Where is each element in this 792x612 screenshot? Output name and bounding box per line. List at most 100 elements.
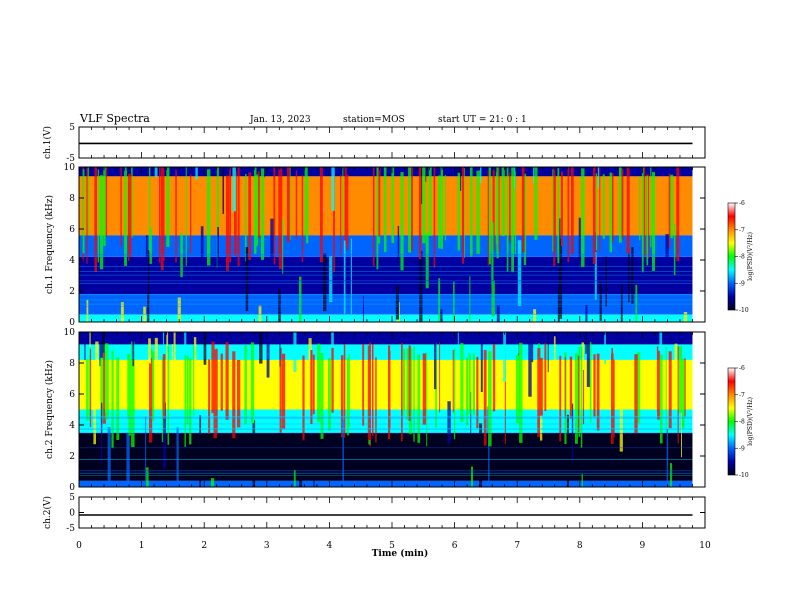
ch2-spectrogram-streak (342, 419, 344, 487)
ch2-spectrogram-streak (569, 356, 573, 419)
ch2-spectrogram-streak (453, 348, 456, 440)
ch2-spectrogram-streak (401, 342, 403, 442)
ch1-spectrogram-streak (383, 167, 387, 253)
ch1-spectrogram-streak (120, 167, 122, 247)
ch2-spectrogram-streak (186, 356, 189, 425)
ch2-spectrogram-band (79, 359, 693, 410)
ch2-spectrogram-streak (434, 342, 437, 390)
ch2-spectrogram-streak (266, 340, 270, 378)
ch1-spectrogram-streak (86, 168, 88, 264)
ch2-spectrogram-streak (116, 357, 120, 440)
ch1-spectrogram-streak (491, 222, 494, 285)
ch2-spectrogram-ylabel: ch.2 Frequency (kHz) (44, 360, 55, 459)
ch1-spectrogram-streak (149, 227, 152, 264)
ch1-spectrogram-streak (82, 169, 85, 254)
ch2-spectrogram-streak (310, 350, 313, 424)
ch1-spectrogram-streak (652, 172, 655, 271)
ch2-spectrogram-streak (559, 355, 562, 442)
colorbar-ch1: -6 -7 -8 -9 -10 log(PSD)(V²/Hz) (727, 200, 754, 314)
ch2-spectrogram-streak (634, 354, 638, 434)
colorbar-ch2: -6 -7 -8 -9 -10 log(PSD)(V²/Hz) (727, 365, 754, 479)
ch1-spectrogram-streak (646, 175, 649, 266)
ch1-spectrogram-streak (509, 172, 511, 242)
ch2-spectrogram-streak (211, 341, 215, 414)
ch1-spectrogram-streak (560, 171, 563, 247)
ch2-spectrogram-streak (539, 357, 543, 416)
ch2-spectrogram-streak (681, 408, 682, 458)
ch1-spectrogram-streak (438, 175, 441, 249)
colorbar-tick-label: -9 (739, 445, 745, 452)
ch2-spectrogram-streak (581, 342, 585, 370)
ch2-spectrogram-streak (282, 353, 286, 429)
ch1-spectrogram-streak (120, 302, 124, 322)
ch1-spectrogram-streak (340, 174, 342, 256)
ch2-spectrogram-streak (619, 399, 623, 452)
ch2-spectrogram-streak (479, 423, 483, 487)
ch1-spectrogram-streak (323, 253, 327, 312)
ch1-spectrogram-streak (599, 167, 601, 252)
ch1-spectrogram-streak (599, 280, 602, 321)
ch1-spectrogram-streak (605, 256, 607, 307)
ch1-spectrogram-streak (397, 226, 400, 263)
ch1-spectrogram-streak (419, 250, 423, 322)
ch2-spectrogram-streak (215, 348, 218, 435)
colorbar-tick-label: -8 (739, 254, 745, 261)
ch1-waveform-panel: 5 -5 ch.1(V) (42, 123, 706, 164)
ch2-spectrogram-streak (193, 345, 195, 416)
ch2-spectrogram-streak (657, 350, 660, 420)
ch2-spectrogram-streak (553, 336, 556, 370)
ch1-spectrogram-streak (222, 167, 224, 214)
ch1-spectrogram-streak (506, 168, 509, 272)
ch2-spectrogram-streak (343, 344, 346, 438)
ch1-spectrogram-streak (469, 276, 471, 322)
ch2-spectrogram-streak (89, 349, 92, 428)
x-tick-label: 10 (699, 541, 711, 551)
ch1-spectrogram-streak (286, 167, 290, 243)
start-time-label: start UT = 21: 0 : 1 (438, 115, 527, 125)
x-tick-label: 7 (514, 541, 520, 551)
y-tick-label: 2 (69, 287, 75, 297)
ch1-spectrogram-streak (103, 167, 106, 246)
ch2-spectrogram-streak (515, 355, 520, 423)
ch2-spectrogram-streak (547, 332, 549, 373)
ch1-spectrogram-streak (592, 167, 596, 265)
ch2-spectrogram-streak (162, 354, 166, 419)
ch2-spectrogram-streak (328, 358, 331, 431)
ch2-waveform-ylabel: ch.2(V) (42, 496, 53, 529)
ch1-spectrogram-streak (159, 167, 161, 263)
y-tick-label: 0 (69, 318, 75, 328)
ch1-spectrogram-streak (124, 167, 127, 245)
ch1-spectrogram-streak (440, 309, 443, 322)
ch2-spectrogram-streak (362, 343, 365, 426)
ch2-spectrogram-streak (189, 358, 192, 445)
ch2-spectrogram-streak (483, 350, 487, 446)
ch2-spectrogram-streak (279, 347, 282, 433)
ch2-spectrogram-streak (331, 332, 334, 348)
ch1-spectrogram-streak (626, 167, 630, 254)
ch2-spectrogram-streak (100, 402, 103, 463)
ch1-spectrogram-streak (333, 170, 335, 273)
ch1-spectrogram-streak (433, 167, 436, 268)
ch1-spectrogram-streak (395, 285, 399, 320)
ch1-spectrogram-streak (496, 167, 499, 259)
ch2-spectrogram-streak (199, 415, 202, 487)
ch1-spectrogram-streak (391, 167, 395, 243)
ch2-spectrogram-streak (293, 469, 296, 487)
ch2-spectrogram-streak (184, 332, 187, 355)
ch1-spectrogram-streak (127, 173, 130, 262)
ch2-spectrogram-streak (408, 345, 411, 421)
ch1-spectrogram-streak (344, 167, 347, 245)
ch2-spectrogram-streak (145, 416, 147, 487)
ch2-spectrogram-streak (593, 354, 596, 417)
ch2-spectrogram-streak (331, 346, 334, 413)
ch2-spectrogram-streak (581, 474, 583, 487)
ch2-spectrogram-streak (674, 343, 678, 361)
ch1-spectrogram-streak (571, 167, 574, 255)
ch1-spectrogram-streak (457, 172, 461, 251)
colorbar-gradient (727, 367, 736, 476)
ch1-spectrogram-streak (665, 234, 669, 260)
y-tick-label: -5 (66, 524, 75, 534)
ch1-spectrogram-streak (411, 167, 413, 251)
ch2-spectrogram-streak (452, 350, 454, 413)
ch1-spectrogram-streak (533, 309, 537, 322)
